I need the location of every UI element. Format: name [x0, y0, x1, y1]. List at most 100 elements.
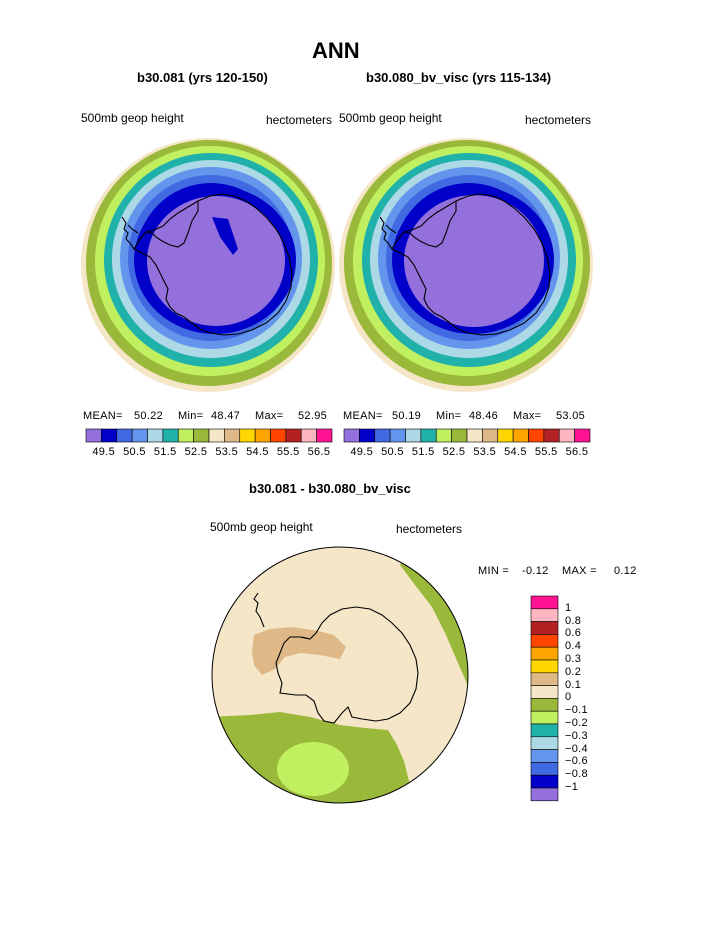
colorbar-swatch: [530, 787, 559, 802]
diff-map: [211, 546, 469, 804]
colorbar-swatch: [285, 428, 302, 443]
colorbar-swatch: [530, 774, 559, 789]
colorbar-label: −0.6: [565, 755, 588, 768]
colorbar-swatch: [224, 428, 241, 443]
colorbar-label: 50.5: [123, 446, 146, 458]
colorbar-swatch: [177, 428, 194, 443]
colorbar-swatch: [530, 672, 559, 686]
colorbar-label: 51.5: [411, 446, 435, 458]
panel-a-antarctica-outline: [133, 193, 293, 336]
diff-min-value: -0.12: [522, 565, 549, 577]
panel-b-antarctica-outline: [391, 193, 551, 336]
colorbar-swatch: [374, 428, 391, 443]
panel-a-units-label: hectometers: [266, 113, 333, 127]
colorbar-label: 53.5: [215, 446, 238, 458]
colorbar-swatch: [530, 621, 559, 635]
colorbar-swatch: [316, 428, 333, 443]
panel-a-field-label: 500mb geop height: [81, 111, 184, 125]
colorbar-swatch: [530, 595, 559, 610]
colorbar-swatch: [530, 736, 559, 750]
colorbar-swatch: [162, 428, 179, 443]
diff-max-label: MAX =: [562, 565, 597, 577]
colorbar-label: −0.2: [565, 717, 588, 729]
panel-a-min-label: Min=: [178, 410, 204, 422]
diff-units-label: hectometers: [396, 522, 463, 536]
panel-a-map: [81, 138, 335, 392]
colorbar-label: 53.5: [473, 446, 496, 458]
colorbar-label: 52.5: [442, 446, 466, 458]
colorbar-swatch: [574, 428, 591, 443]
colorbar-swatch: [530, 646, 559, 661]
colorbar-swatch: [239, 428, 256, 443]
colorbar-swatch: [359, 428, 376, 443]
panel-a-colorbar: [85, 428, 333, 443]
colorbar-swatch: [254, 428, 271, 443]
colorbar-label: −0.1: [565, 704, 588, 717]
colorbar-swatch: [389, 428, 406, 443]
colorbar-label: 54.5: [504, 446, 527, 458]
colorbar-label: 52.5: [184, 446, 208, 458]
panel-a-rings: [81, 138, 335, 392]
colorbar-label: 0.3: [565, 653, 582, 665]
diff-fill: [212, 547, 468, 803]
panel-a-max-value: 52.95: [298, 410, 328, 422]
colorbar-swatch: [208, 428, 225, 443]
panel-a-max-label: Max=: [255, 410, 284, 422]
panel-b-map: [339, 138, 593, 392]
colorbar-swatch: [530, 608, 559, 622]
colorbar-swatch: [530, 659, 559, 674]
colorbar-swatch: [530, 698, 559, 712]
colorbar-swatch: [270, 428, 287, 443]
colorbar-swatch: [497, 428, 514, 443]
colorbar-label: 56.5: [565, 446, 589, 458]
colorbar-label: 0: [565, 691, 572, 704]
colorbar-swatch: [558, 428, 575, 443]
colorbar-label: 0.2: [565, 665, 582, 678]
diff-colorbar: [530, 595, 559, 802]
panel-b-max-value: 53.05: [556, 410, 586, 422]
colorbar-swatch: [343, 428, 360, 443]
colorbar-swatch: [528, 428, 545, 443]
colorbar-label: 56.5: [307, 446, 331, 458]
panel-b-mean-label: MEAN=: [343, 410, 383, 422]
colorbar-label: 55.5: [276, 446, 300, 458]
panel-b-rings: [339, 138, 593, 392]
panel-a-mean-value: 50.22: [134, 410, 164, 422]
colorbar-swatch: [512, 428, 529, 443]
colorbar-swatch: [435, 428, 452, 443]
panel-b-min-label: Min=: [436, 410, 462, 422]
colorbar-label: −0.4: [565, 742, 588, 755]
colorbar-label: 51.5: [153, 446, 177, 458]
panel-a-title: b30.081 (yrs 120-150): [137, 70, 268, 85]
diff-min-label: MIN =: [478, 565, 510, 577]
panel-b-max-label: Max=: [513, 410, 542, 422]
colorbar-swatch: [530, 749, 559, 763]
panel-b-mean-value: 50.19: [392, 410, 422, 422]
panel-b-colorbar: [343, 428, 591, 443]
colorbar-swatch: [466, 428, 483, 443]
colorbar-label: 0.8: [565, 614, 582, 627]
colorbar-swatch: [530, 723, 559, 738]
diff-title: b30.081 - b30.080_bv_visc: [249, 481, 411, 496]
colorbar-label: −0.8: [565, 768, 588, 781]
colorbar-label: −0.3: [565, 729, 588, 742]
diff-field-label: 500mb geop height: [210, 520, 313, 534]
colorbar-label: 49.5: [350, 446, 373, 458]
colorbar-swatch: [116, 428, 133, 443]
diff-map-border: [211, 546, 469, 804]
colorbar-swatch: [101, 428, 118, 443]
panel-a-peninsula: [121, 216, 139, 250]
panel-a-min-value: 48.47: [211, 410, 241, 422]
colorbar-swatch: [530, 710, 559, 725]
diff-antarctica-outline: [253, 592, 419, 724]
colorbar-label: 54.5: [246, 446, 269, 458]
colorbar-swatch: [147, 428, 164, 443]
diff-max-value: 0.12: [614, 565, 637, 577]
colorbar-swatch: [131, 428, 148, 443]
colorbar-swatch: [85, 428, 102, 443]
colorbar-swatch: [482, 428, 499, 443]
panel-b-peninsula: [379, 216, 397, 250]
colorbar-label: 0.1: [565, 678, 582, 691]
colorbar-label: 55.5: [534, 446, 558, 458]
panel-b-title: b30.080_bv_visc (yrs 115-134): [366, 70, 552, 85]
